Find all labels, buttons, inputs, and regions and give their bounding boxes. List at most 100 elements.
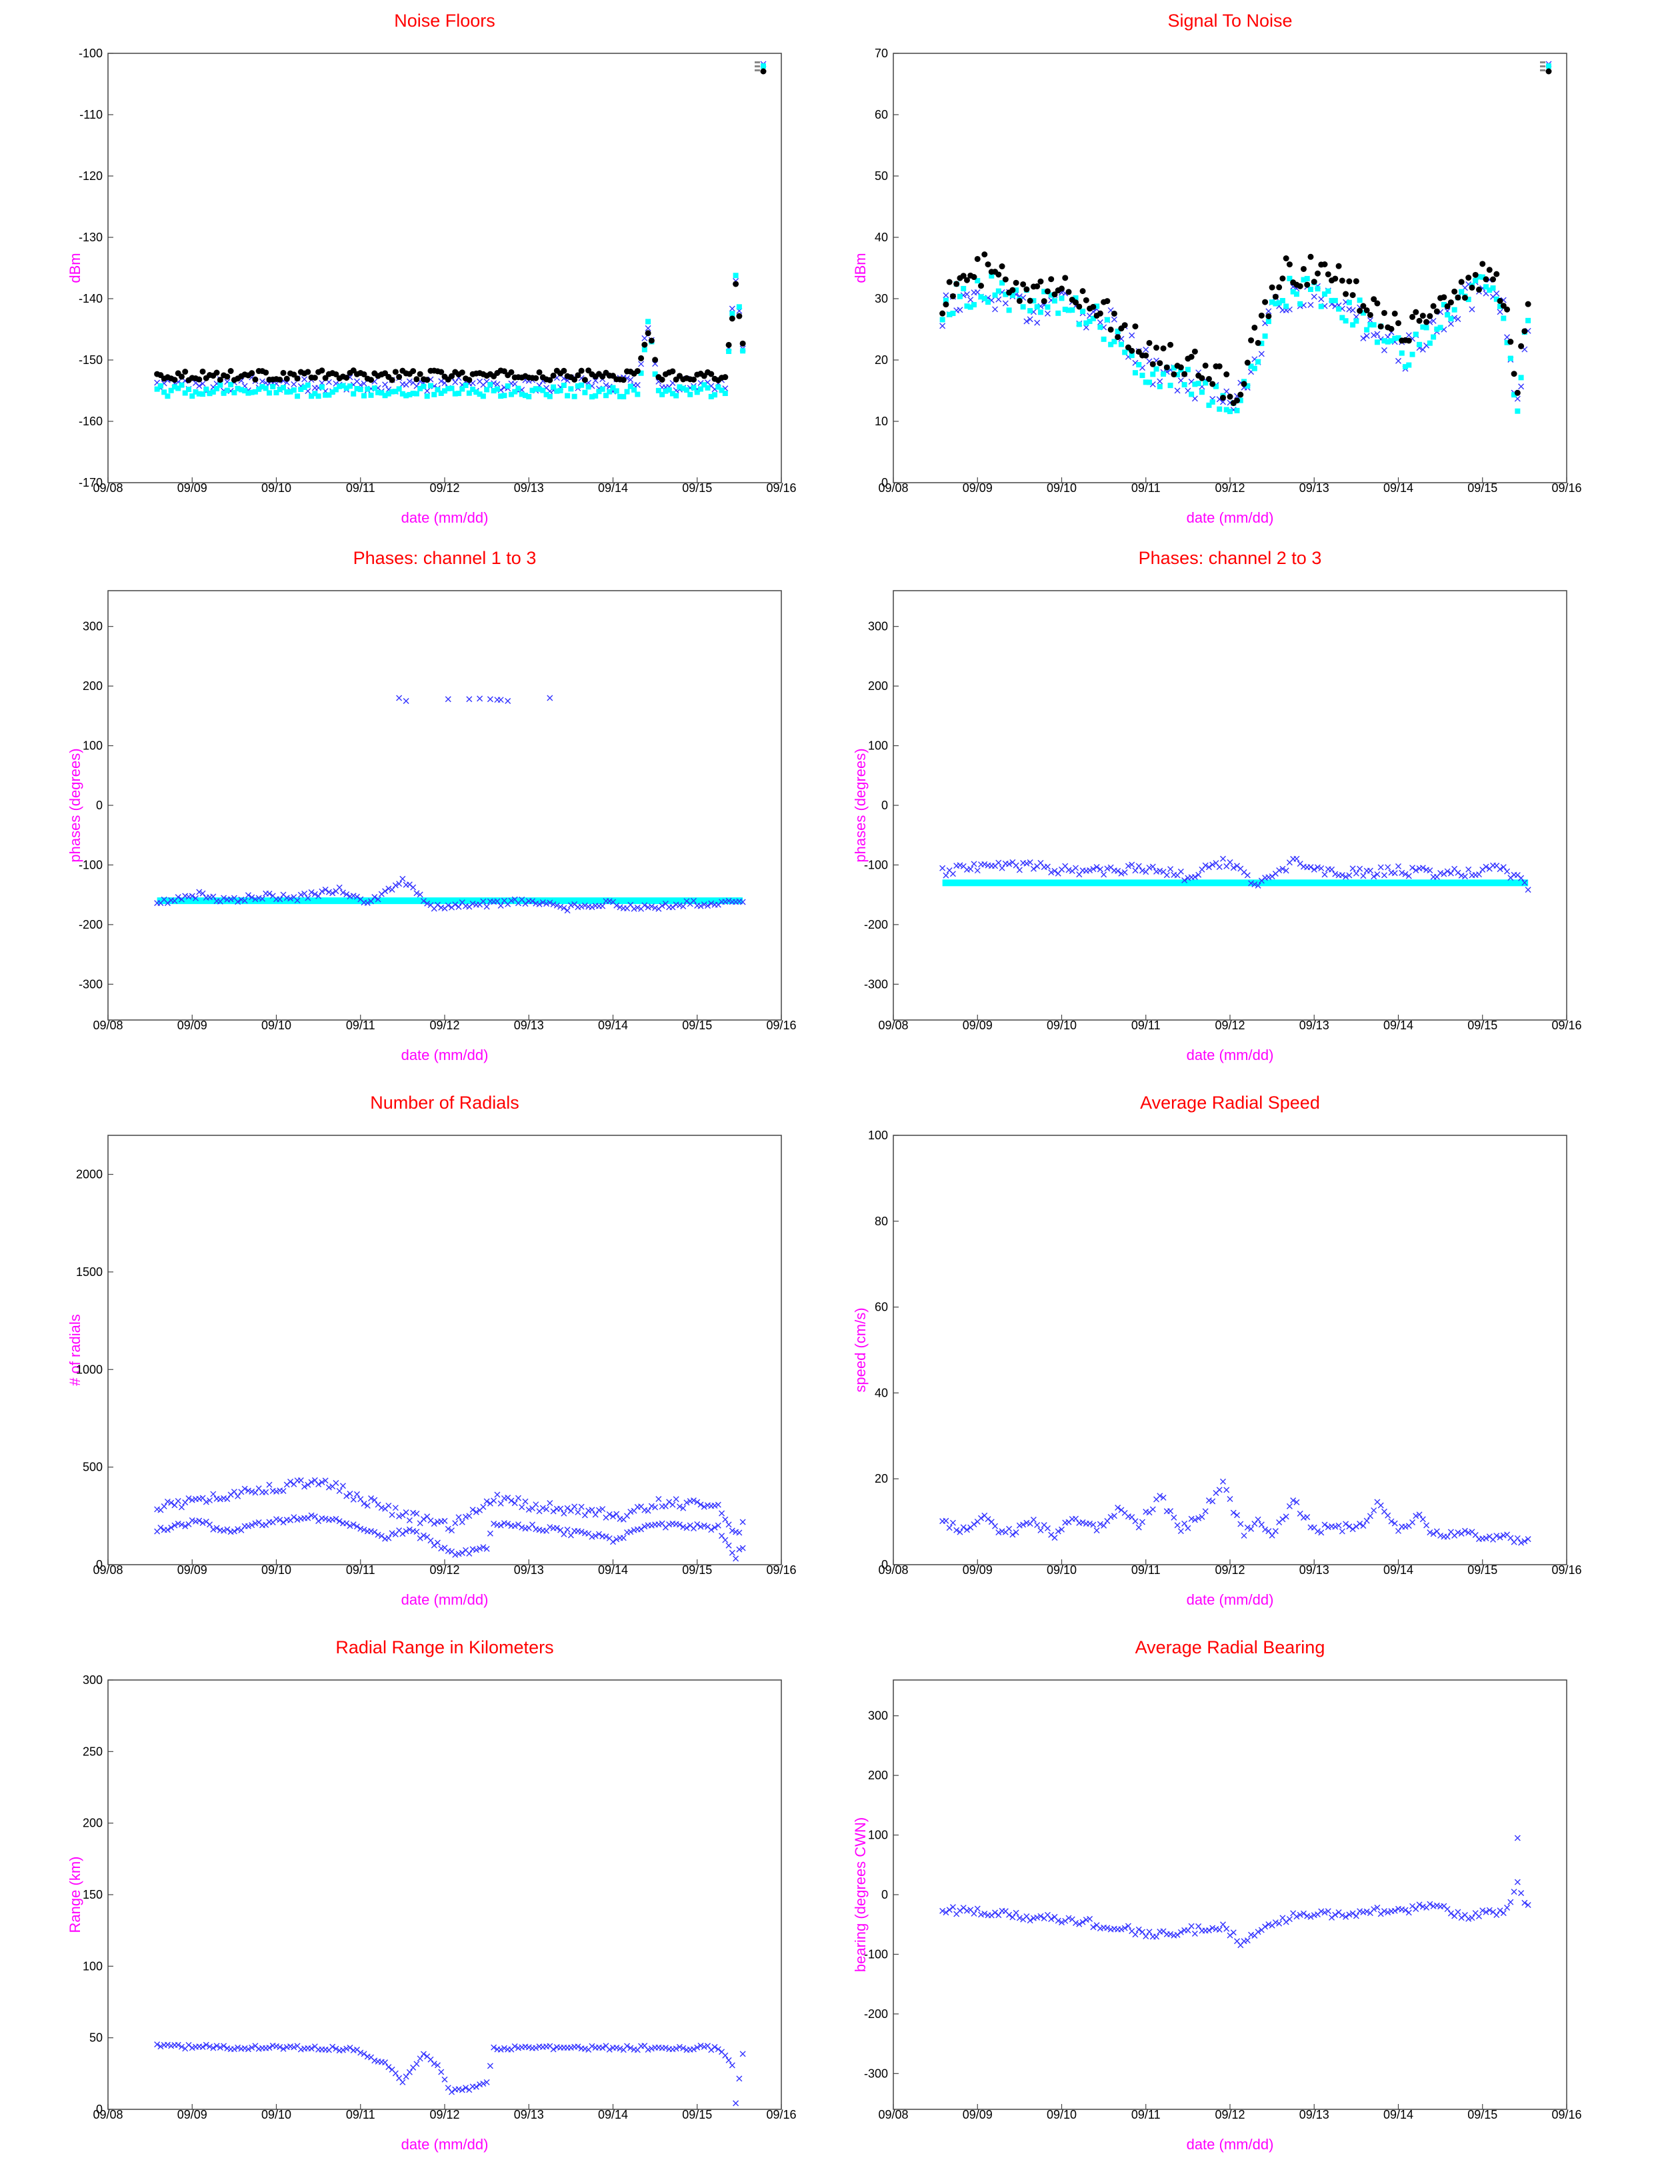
data-point [711, 2043, 718, 2050]
data-point [1417, 341, 1423, 347]
data-point [252, 389, 258, 395]
x-tick-label: 09/16 [766, 1563, 796, 1577]
data-point [487, 1530, 493, 1537]
y-tick-label: -140 [79, 292, 103, 305]
data-point [1181, 877, 1188, 883]
x-tick-label: 09/10 [261, 1563, 291, 1577]
data-point [1336, 306, 1342, 312]
data-point [1101, 871, 1107, 878]
data-point [413, 890, 420, 897]
data-point [1346, 872, 1353, 879]
x-axis-label: date (mm/dd) [401, 1047, 489, 1063]
data-point [533, 375, 539, 381]
data-point [553, 902, 560, 909]
data-point [207, 2043, 213, 2050]
data-point [1447, 299, 1454, 306]
data-point [263, 385, 269, 391]
data-point [1353, 1523, 1359, 1530]
data-point [631, 905, 637, 912]
data-point [1066, 307, 1072, 313]
data-point [494, 386, 500, 392]
data-point [329, 1516, 336, 1523]
data-point [581, 2045, 588, 2052]
data-point [505, 383, 511, 389]
data-point [1157, 867, 1163, 874]
x-tick-label: 09/11 [346, 1563, 375, 1577]
x-tick-label: 09/14 [1383, 481, 1413, 495]
data-point [1206, 402, 1212, 408]
data-point [1504, 1905, 1511, 1911]
data-point [1020, 281, 1027, 287]
data-point [1037, 309, 1043, 315]
data-point [1388, 1518, 1395, 1525]
x-tick-label: 09/10 [261, 2108, 291, 2121]
data-point [424, 393, 430, 399]
data-point [224, 387, 230, 393]
data-point [361, 1527, 367, 1533]
x-tick-label: 09/12 [1215, 1563, 1245, 1577]
data-point [596, 389, 602, 395]
data-point [164, 1498, 171, 1505]
data-point [1374, 1904, 1381, 1911]
data-point [424, 900, 431, 907]
x-tick-label: 09/12 [429, 1019, 459, 1032]
data-point [175, 1498, 181, 1505]
data-point [627, 1529, 634, 1535]
data-point [1160, 1495, 1167, 1501]
data-point [231, 390, 237, 396]
data-point [1191, 874, 1198, 880]
data-point [1441, 302, 1447, 308]
data-point [213, 1525, 220, 1531]
data-point [659, 391, 665, 397]
data-point [343, 891, 350, 898]
data-point [1427, 1529, 1433, 1536]
data-point [652, 1504, 659, 1511]
data-point [1322, 291, 1328, 297]
data-point [424, 377, 431, 383]
data-point [213, 369, 220, 376]
data-point [1332, 275, 1339, 282]
legend-marker [760, 68, 767, 75]
data-point [361, 393, 367, 399]
x-tick-label: 09/14 [1383, 2108, 1413, 2121]
data-point [1006, 1911, 1013, 1918]
data-point [1388, 325, 1395, 332]
data-point [1090, 303, 1097, 310]
data-point [1416, 1901, 1423, 1908]
data-point [606, 898, 613, 905]
data-point [1069, 307, 1075, 313]
data-point [1083, 320, 1089, 326]
data-point [1195, 1923, 1202, 1929]
data-point [1518, 343, 1525, 349]
data-point [1129, 353, 1135, 359]
data-point [1217, 406, 1223, 412]
data-point [1490, 276, 1497, 283]
series-band [157, 897, 743, 905]
data-point [224, 1526, 231, 1533]
data-point [547, 377, 553, 383]
data-point [729, 311, 735, 317]
y-tick-label: -100 [79, 47, 103, 60]
data-point [1307, 286, 1313, 292]
legend-swatch [1540, 65, 1545, 67]
data-point [1290, 289, 1296, 295]
data-point [547, 393, 553, 399]
data-point [491, 1497, 497, 1504]
data-point [337, 383, 343, 389]
data-point [1469, 306, 1475, 313]
data-point [242, 388, 248, 394]
data-point [533, 2045, 539, 2051]
x-tick-label: 09/10 [261, 481, 291, 495]
data-point [396, 373, 403, 380]
data-point [1272, 1528, 1279, 1535]
data-point [1006, 1525, 1013, 1532]
data-point [196, 1495, 203, 1502]
data-point [1311, 279, 1317, 285]
data-point [305, 1481, 311, 1488]
data-point [708, 393, 714, 399]
data-point [974, 1905, 981, 1912]
data-point [582, 389, 588, 395]
data-point [168, 387, 174, 393]
data-point [1346, 299, 1352, 305]
data-point [561, 1531, 567, 1537]
